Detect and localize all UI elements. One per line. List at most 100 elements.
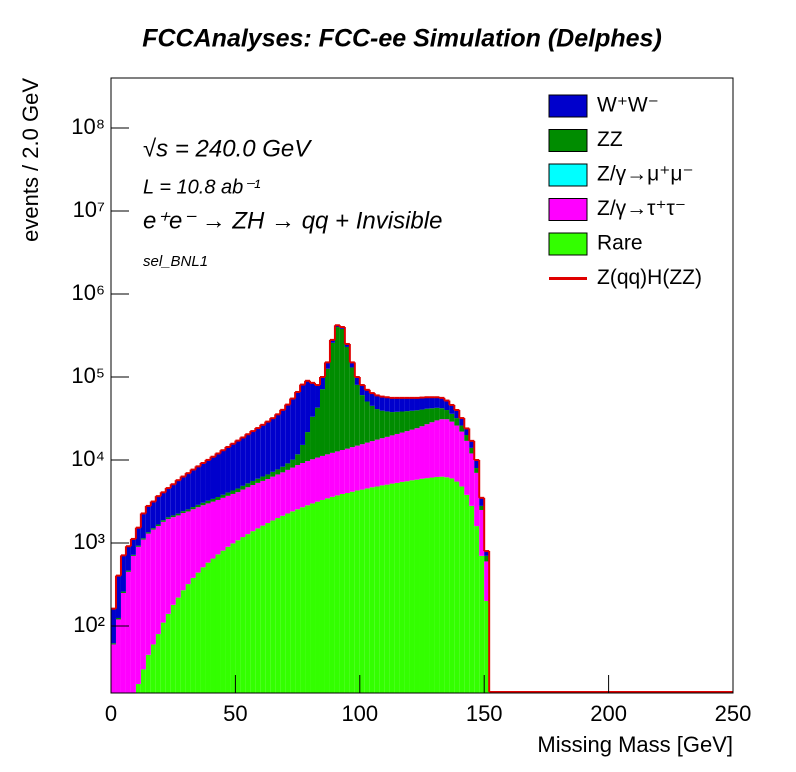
bar [160, 521, 166, 623]
bar [329, 342, 335, 453]
bar [225, 546, 231, 693]
legend: W⁺W⁻ ZZ Z/γ→μ⁺μ⁻ Z/γ→τ⁺τ⁻ Rare Z(qq)H(ZZ) [548, 94, 702, 289]
bar [319, 455, 325, 500]
annotation: L = 10.8 ab⁻¹ [143, 176, 261, 198]
bar [260, 424, 266, 477]
bar [344, 448, 350, 494]
bar [190, 509, 196, 578]
bar [439, 419, 445, 477]
bar [359, 395, 365, 445]
bar [305, 461, 311, 506]
bar [479, 497, 485, 506]
bar [324, 498, 330, 693]
x-tick-label: 150 [466, 701, 503, 726]
bar [324, 454, 330, 499]
bar [310, 416, 316, 460]
bar [449, 478, 455, 693]
bar [210, 498, 216, 502]
bar [210, 456, 216, 499]
bar [125, 571, 131, 693]
bar [384, 436, 390, 485]
bar [364, 389, 370, 402]
bar [300, 444, 306, 464]
bar [459, 486, 465, 693]
bar [250, 431, 256, 481]
bar [439, 476, 445, 693]
bar [414, 428, 420, 480]
legend-swatch [548, 129, 588, 152]
bar [419, 426, 425, 479]
bar [150, 529, 156, 645]
bar [260, 480, 266, 526]
bar [240, 489, 246, 538]
bar [170, 515, 176, 518]
bar [404, 431, 410, 482]
bar [155, 526, 161, 635]
bar [150, 644, 156, 693]
bar [275, 469, 281, 475]
bar [115, 619, 121, 693]
bar [310, 503, 316, 693]
bar [404, 397, 410, 412]
y-tick-label: 10² [73, 612, 105, 637]
chart-title: FCCAnalyses: FCC-ee Simulation (Delphes) [142, 25, 662, 53]
bar [444, 419, 450, 478]
bar [160, 492, 166, 521]
bar [424, 408, 430, 425]
bar [220, 550, 226, 693]
bar [305, 432, 311, 462]
bar [160, 520, 166, 522]
bar [260, 525, 266, 693]
bar [364, 401, 370, 443]
bar [180, 511, 186, 513]
bar [260, 476, 266, 481]
bar [190, 469, 196, 508]
bar [215, 554, 221, 693]
bar [374, 409, 380, 440]
bar [195, 507, 201, 573]
legend-label: Z(qq)H(ZZ) [597, 266, 702, 289]
bar [170, 484, 176, 516]
bar [334, 327, 340, 452]
bar [115, 617, 121, 620]
bar [155, 634, 161, 693]
bar [305, 380, 311, 433]
bar [175, 480, 181, 514]
bar [399, 481, 405, 693]
bar [389, 412, 395, 436]
bar [240, 485, 246, 490]
bar [454, 481, 460, 693]
bar [349, 491, 355, 693]
bar [160, 622, 166, 693]
bar [150, 501, 156, 529]
bar [180, 590, 186, 693]
bar [195, 572, 201, 693]
bar [185, 511, 191, 585]
bar [205, 459, 211, 501]
legend-swatch [548, 163, 588, 187]
annotation: e⁺e⁻ → ZH → qq + Invisible [143, 207, 442, 234]
bar [145, 505, 151, 533]
bar [140, 513, 146, 539]
bar [111, 644, 116, 693]
annotation: √s = 240.0 GeV [143, 135, 312, 162]
bar [130, 555, 136, 693]
bar [484, 601, 490, 693]
x-tick-label: 50 [223, 701, 247, 726]
bar [339, 328, 345, 450]
bar [374, 439, 380, 487]
bar [334, 451, 340, 496]
bar [369, 405, 375, 442]
bar [474, 472, 480, 527]
bar [265, 523, 271, 693]
bar [354, 376, 360, 385]
bar [429, 422, 435, 478]
bar [424, 478, 430, 693]
bar [364, 442, 370, 489]
bar [215, 453, 221, 498]
bar [484, 551, 490, 556]
bar [379, 485, 385, 693]
bar [120, 592, 126, 693]
bar [479, 509, 485, 556]
bar [329, 339, 335, 343]
